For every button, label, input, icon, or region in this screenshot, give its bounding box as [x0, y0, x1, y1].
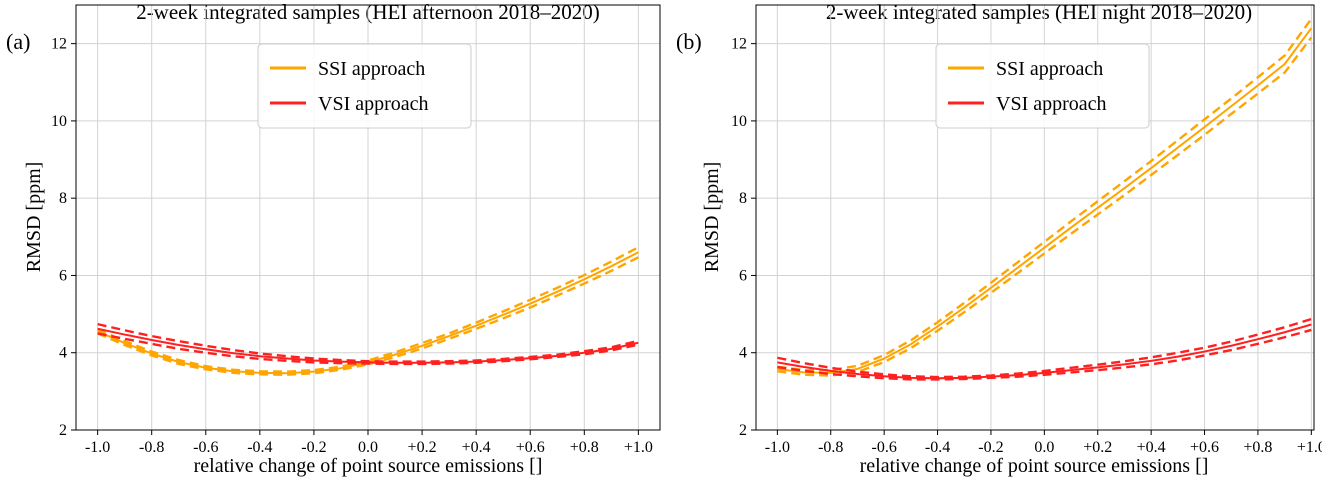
- x-tick-label-a-1: -0.8: [139, 439, 164, 456]
- legend-label-vsi-a: VSI approach: [318, 93, 429, 115]
- x-tick-label-a-3: -0.4: [247, 439, 272, 456]
- legend-label-ssi-b: SSI approach: [996, 58, 1103, 80]
- x-tick-label-b-4: -0.2: [978, 439, 1003, 456]
- x-tick-label-a-8: +0.6: [516, 439, 545, 456]
- chart-title-b: 2-week integrated samples (HEI night 201…: [826, 0, 1252, 24]
- y-axis-label-b: RMSD [ppm]: [701, 162, 723, 273]
- y-tick-label-b-5: 12: [731, 36, 747, 53]
- y-tick-label-b-4: 10: [731, 113, 747, 130]
- legend-box-a: [257, 43, 472, 129]
- x-tick-label-b-8: +0.6: [1190, 439, 1219, 456]
- x-tick-label-b-3: -0.4: [925, 439, 950, 456]
- y-tick-label-a-4: 10: [51, 113, 67, 130]
- vsi-upper-bound-line-a: [97, 322, 639, 363]
- x-tick-label-b-9: +0.8: [1243, 439, 1272, 456]
- panel-label-a: (a): [6, 29, 30, 54]
- x-tick-label-a-7: +0.4: [462, 439, 491, 456]
- y-tick-label-a-3: 8: [59, 190, 67, 207]
- legend-label-ssi-a: SSI approach: [318, 58, 425, 80]
- x-tick-label-a-2: -0.6: [193, 439, 218, 456]
- ssi-series-line-b: [777, 27, 1313, 374]
- ssi-lower-bound-line-a: [97, 256, 639, 376]
- y-tick-label-b-3: 8: [739, 190, 747, 207]
- ssi-upper-bound-line-a: [97, 246, 639, 373]
- y-tick-label-b-1: 4: [739, 345, 747, 362]
- x-tick-label-b-0: -1.0: [765, 439, 790, 456]
- y-tick-label-a-1: 4: [59, 345, 67, 362]
- ssi-upper-bound-line-b: [777, 18, 1313, 372]
- x-axis-label-b: relative change of point source emission…: [860, 455, 1209, 477]
- x-tick-label-b-1: -0.8: [818, 439, 843, 456]
- y-tick-label-a-2: 6: [59, 267, 67, 284]
- x-axis-label-a: relative change of point source emission…: [194, 455, 543, 477]
- chart-panel-a: (a) 2-week integrated samples (HEI after…: [6, 0, 661, 477]
- y-tick-label-b-0: 2: [739, 422, 747, 439]
- y-tick-label-a-0: 2: [59, 422, 67, 439]
- legend-box-b: [935, 43, 1150, 129]
- x-tick-label-b-2: -0.6: [871, 439, 896, 456]
- x-tick-label-a-6: +0.2: [408, 439, 437, 456]
- x-tick-label-a-0: -1.0: [85, 439, 110, 456]
- ssi-lower-bound-line-b: [777, 36, 1313, 377]
- vsi-lower-bound-line-b: [777, 328, 1312, 381]
- y-tick-label-b-2: 6: [739, 267, 747, 284]
- x-tick-label-b-6: +0.2: [1083, 439, 1112, 456]
- legend-a: SSI approach VSI approach: [257, 43, 472, 129]
- x-tick-label-a-4: -0.2: [301, 439, 326, 456]
- x-tick-label-a-5: 0.0: [358, 439, 378, 456]
- x-tick-label-b-7: +0.4: [1137, 439, 1166, 456]
- chart-panel-b: (b) 2-week integrated samples (HEI night…: [676, 0, 1322, 477]
- legend-b: SSI approach VSI approach: [935, 43, 1150, 129]
- x-tick-label-b-10: +1.0: [1297, 439, 1322, 456]
- y-axis-label-a: RMSD [ppm]: [23, 162, 45, 273]
- x-tick-label-a-10: +1.0: [624, 439, 653, 456]
- y-tick-label-a-5: 12: [51, 36, 67, 53]
- plot-frame-b: [755, 4, 1315, 431]
- vsi-lower-bound-line-a: [97, 332, 639, 366]
- vsi-series-line-a: [97, 327, 639, 364]
- x-tick-label-b-5: 0.0: [1034, 439, 1054, 456]
- panel-label-b: (b): [676, 29, 702, 54]
- vsi-upper-bound-line-b: [777, 317, 1312, 379]
- legend-label-vsi-b: VSI approach: [996, 93, 1107, 115]
- x-tick-label-a-9: +0.8: [570, 439, 599, 456]
- vsi-series-line-b: [777, 323, 1312, 380]
